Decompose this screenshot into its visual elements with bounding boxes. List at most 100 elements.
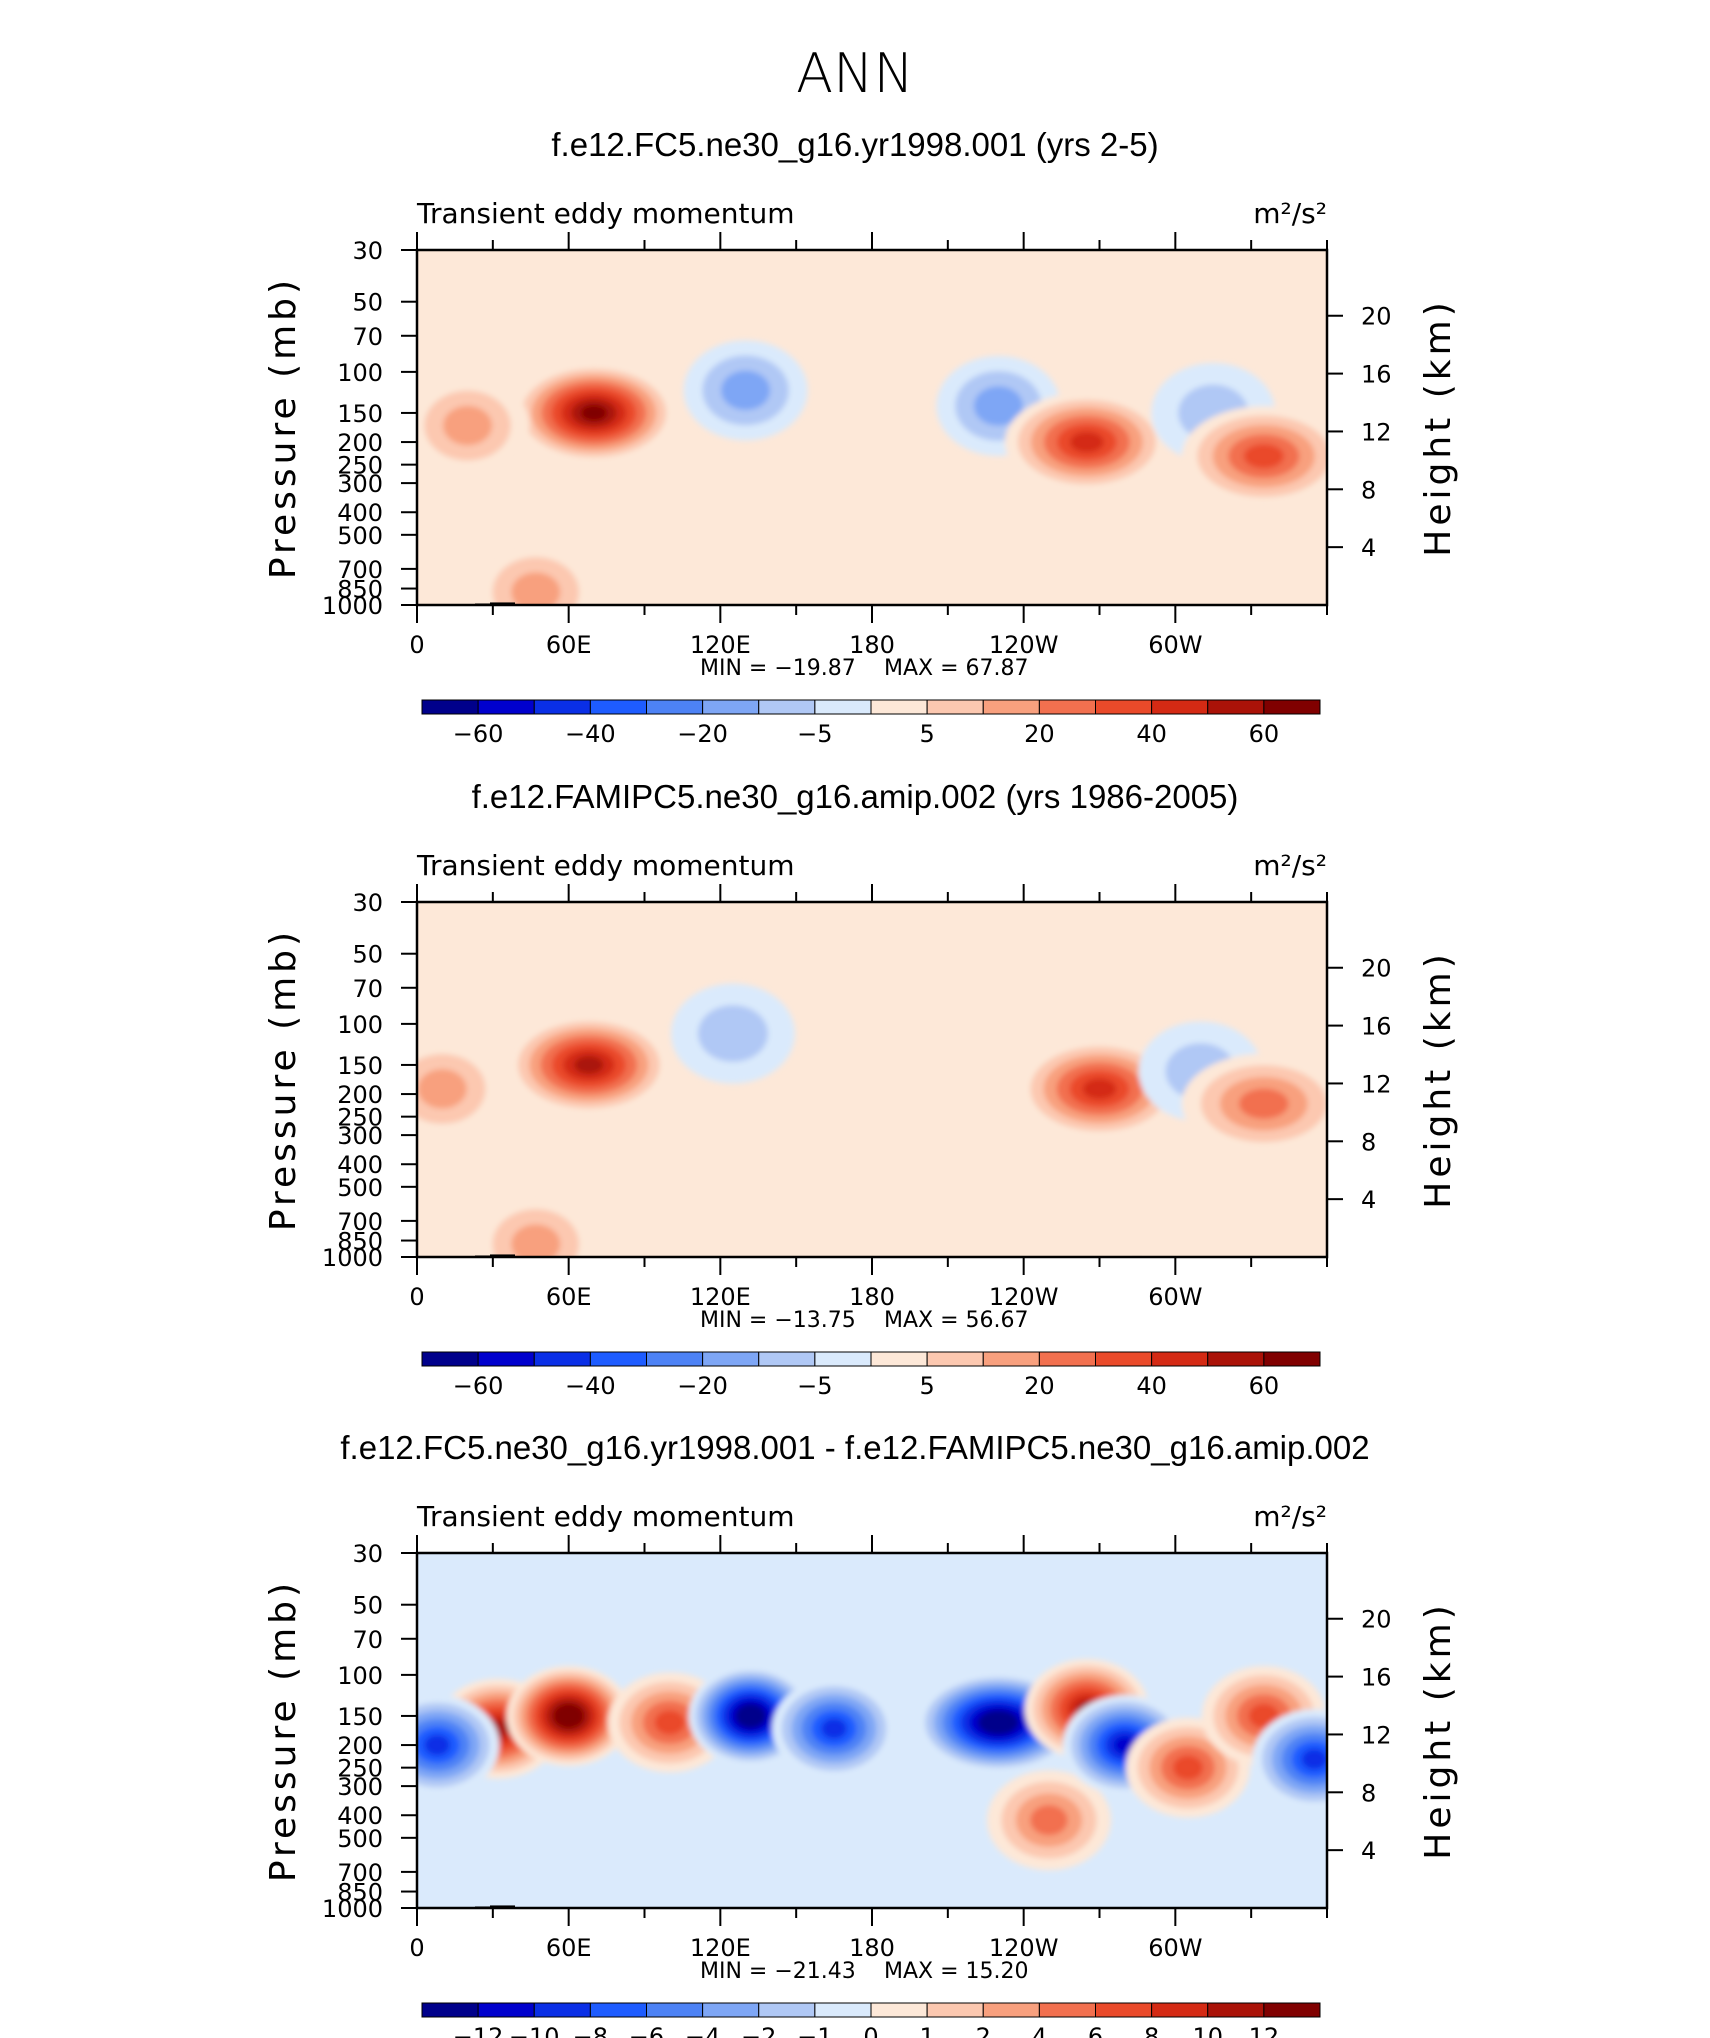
pressure-tick-label: 850: [337, 576, 383, 604]
topography-bar: [490, 1254, 515, 1257]
colorbar-label: −5: [797, 1372, 832, 1400]
longitude-axis: 0 60E 120E 180 120W 60W: [409, 884, 1328, 1311]
colorbar-box: [589, 1351, 647, 1367]
contour-level-13-5: [424, 1734, 451, 1756]
colorbar-label: 5: [919, 720, 934, 748]
contour-level-5-5: [821, 1718, 847, 1739]
pressure-tick-label: 300: [337, 470, 383, 498]
height-tick-label: 4: [1361, 534, 1376, 562]
colorbar-label: 12: [1249, 2023, 1280, 2038]
colorbar-box: [870, 2002, 928, 2018]
contour-level-4-2: [973, 386, 1023, 426]
panel-title: f.e12.FC5.ne30_g16.yr1998.001 - f.e12.FA…: [340, 1429, 1369, 1466]
colorbar-label: 20: [1024, 1372, 1055, 1400]
colorbar-box: [533, 1351, 591, 1367]
contour-level-5-5: [1069, 431, 1104, 453]
min-label: MIN = −19.87: [700, 656, 856, 681]
colorbar-label: −2: [741, 2023, 776, 2038]
units-label: m²/s²: [1253, 197, 1327, 230]
colorbar-label: −60: [453, 720, 504, 748]
height-tick-label: 12: [1361, 1721, 1392, 1749]
colorbar-label: −10: [509, 2023, 560, 2038]
colorbar: −60 −40 −20 −5 5 20 40 60: [421, 1351, 1321, 1400]
colorbar-box: [1038, 699, 1096, 715]
longitude-tick-label: 60E: [546, 1283, 592, 1311]
longitude-tick-label: 0: [409, 631, 424, 659]
contour-level-8-2: [511, 572, 561, 605]
colorbar-label: 1: [919, 2023, 934, 2038]
pressure-tick-label: 30: [352, 237, 383, 265]
colorbar-label: 2: [976, 2023, 991, 2038]
pressure-tick-label: 100: [337, 359, 383, 387]
longitude-tick-label: 120E: [690, 631, 751, 659]
panel-1: f.e12.FC5.ne30_g16.yr1998.001 (yrs 2-5) T…: [263, 126, 1459, 748]
longitude-tick-label: 60W: [1148, 1283, 1202, 1311]
pressure-tick-label: 70: [352, 323, 383, 351]
plot-area: [417, 250, 1327, 605]
pressure-tick-label: 300: [337, 1773, 383, 1801]
colorbar-box: [814, 1351, 872, 1367]
colorbar-box: [870, 699, 928, 715]
colorbar-label: 10: [1192, 2023, 1223, 2038]
contour-level-3-2: [721, 370, 771, 411]
pressure-tick-label: 500: [337, 1174, 383, 1202]
colorbar-label: −4: [685, 2023, 720, 2038]
pressure-tick-label: 50: [352, 941, 383, 969]
colorbar-box: [421, 2002, 479, 2018]
colorbar-box: [1038, 2002, 1096, 2018]
pressure-tick-label: 250: [337, 452, 383, 480]
min-label: MIN = −13.75: [700, 1308, 856, 1333]
height-tick-label: 16: [1361, 361, 1392, 389]
height-tick-label: 8: [1361, 1779, 1376, 1807]
colorbar-box: [1151, 2002, 1209, 2018]
pressure-tick-label: 1000: [322, 592, 383, 620]
units-label: m²/s²: [1253, 1500, 1327, 1533]
longitude-tick-label: 120E: [690, 1934, 751, 1962]
pressure-tick-label: 700: [337, 556, 383, 584]
contour-field: [417, 983, 1327, 1257]
colorbar-label: 0: [863, 2023, 878, 2038]
panel-title: f.e12.FC5.ne30_g16.yr1998.001 (yrs 2-5): [551, 126, 1158, 163]
height-tick-label: 16: [1361, 1013, 1392, 1041]
pressure-tick-label: 400: [337, 1802, 383, 1830]
pressure-tick-label: 700: [337, 1208, 383, 1236]
height-tick-label: 12: [1361, 418, 1392, 446]
colorbar-box: [758, 1351, 816, 1367]
colorbar-box: [533, 699, 591, 715]
height-tick-label: 16: [1361, 1664, 1392, 1692]
colorbar-box: [758, 2002, 816, 2018]
colorbar-box: [982, 1351, 1040, 1367]
colorbar-label: 40: [1136, 720, 1167, 748]
variable-label: Transient eddy momentum: [416, 849, 795, 882]
left-axis-title: Pressure (mb): [263, 276, 304, 579]
pressure-tick-label: 200: [337, 1081, 383, 1109]
colorbar-box: [646, 699, 704, 715]
colorbar-label: 6: [1088, 2023, 1103, 2038]
colorbar-label: 8: [1144, 2023, 1159, 2038]
height-tick-label: 4: [1361, 1186, 1376, 1214]
contour-level-7-4: [1243, 443, 1284, 469]
contour-level-4-5: [1082, 1078, 1117, 1100]
max-label: MAX = 67.87: [884, 656, 1029, 681]
colorbar-box: [1263, 2002, 1321, 2018]
longitude-axis: 0 60E 120E 180 120W 60W: [409, 1535, 1328, 1962]
longitude-tick-label: 60E: [546, 631, 592, 659]
colorbar-box: [477, 699, 535, 715]
main-title: ANN: [796, 42, 914, 105]
pressure-tick-label: 400: [337, 1151, 383, 1179]
colorbar-box: [1095, 699, 1153, 715]
panel-3: f.e12.FC5.ne30_g16.yr1998.001 - f.e12.FA…: [263, 1429, 1459, 2038]
height-tick-label: 20: [1361, 955, 1392, 983]
pressure-tick-label: 30: [352, 889, 383, 917]
colorbar: −60 −40 −20 −5 5 20 40 60: [421, 699, 1321, 748]
longitude-axis: 0 60E 120E 180 120W 60W: [409, 232, 1328, 659]
colorbar-box: [870, 1351, 928, 1367]
pressure-tick-label: 200: [337, 429, 383, 457]
left-axis-title: Pressure (mb): [263, 928, 304, 1231]
height-tick-label: 20: [1361, 303, 1392, 331]
colorbar-label: 60: [1249, 720, 1280, 748]
colorbar-box: [477, 2002, 535, 2018]
colorbar-box: [421, 699, 479, 715]
colorbar-box: [1095, 1351, 1153, 1367]
